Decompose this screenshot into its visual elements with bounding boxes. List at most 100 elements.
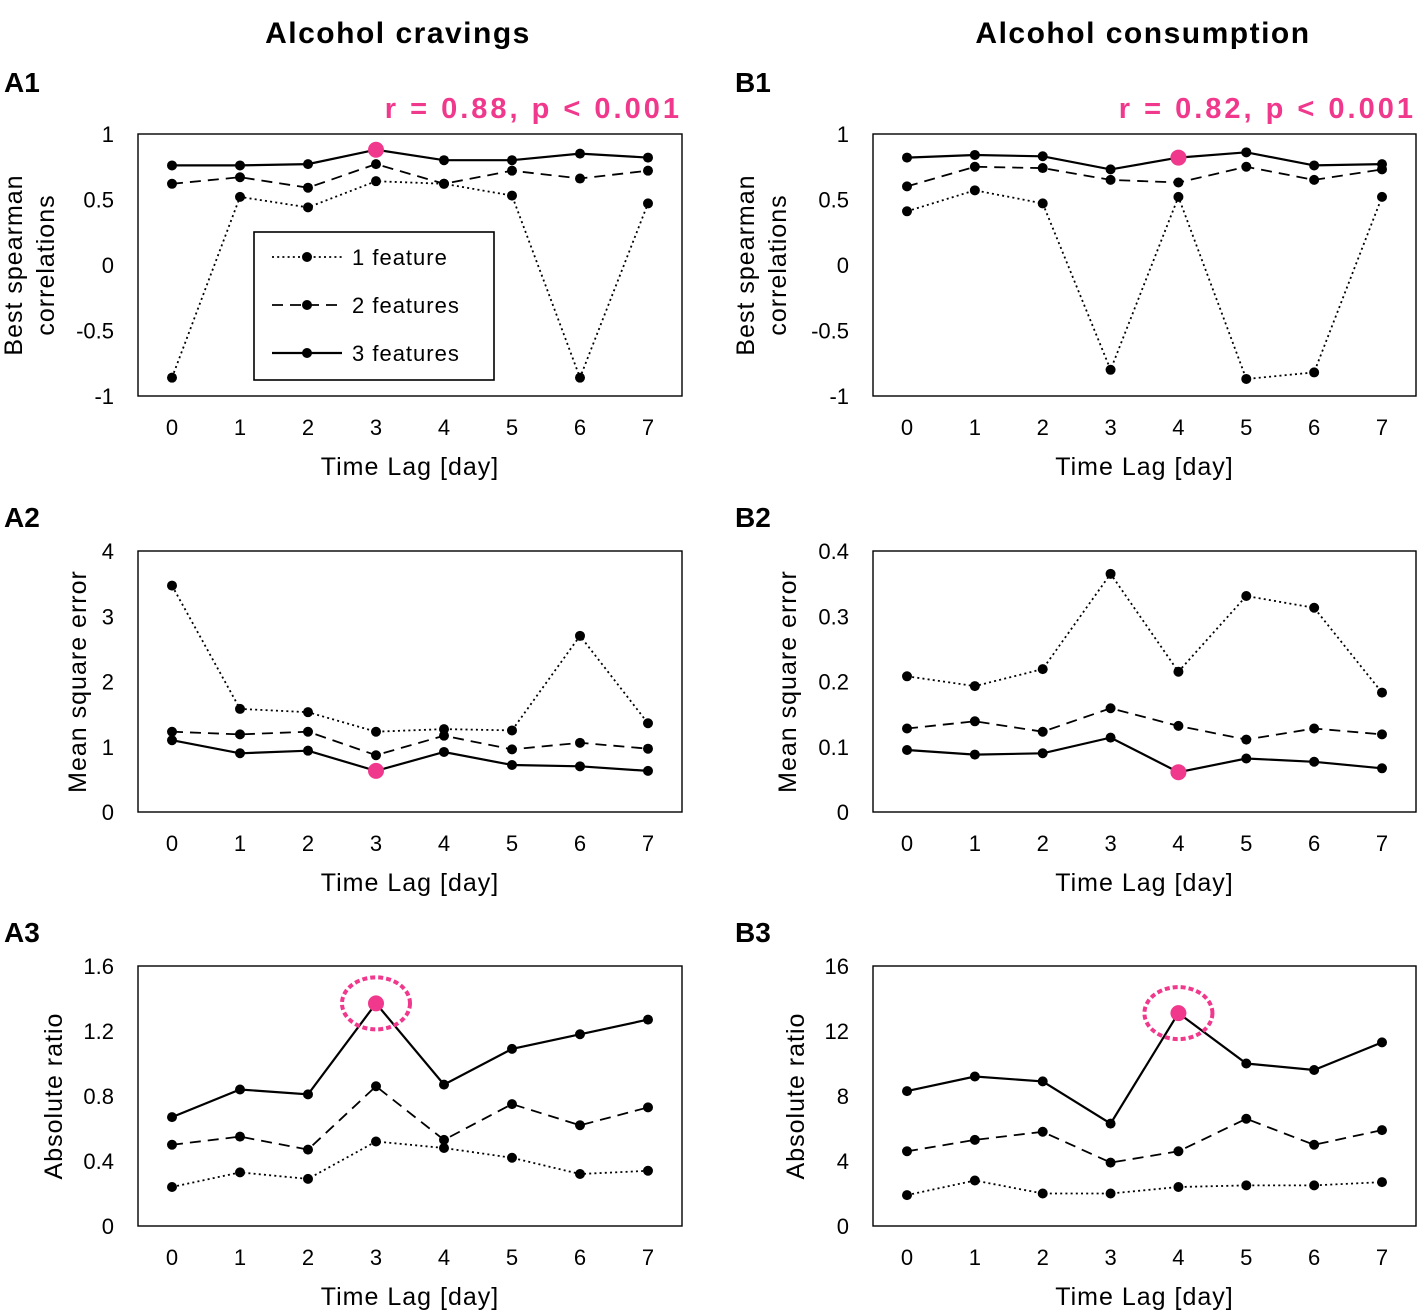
data-point xyxy=(439,1079,449,1090)
data-point xyxy=(969,1175,980,1186)
data-point xyxy=(1173,666,1184,677)
data-point xyxy=(575,173,585,184)
legend-label: 3 features xyxy=(352,341,460,366)
data-point xyxy=(902,206,912,217)
x-tick-label: 4 xyxy=(438,831,450,856)
data-point xyxy=(507,1099,517,1110)
y-tick-label: 1 xyxy=(837,122,849,147)
data-point xyxy=(1173,1182,1184,1192)
data-point xyxy=(167,1139,177,1150)
series-line-dotted xyxy=(171,1140,649,1188)
y-tick-label: 0.5 xyxy=(818,188,849,213)
data-point xyxy=(1105,568,1116,579)
series-line-solid xyxy=(171,739,649,773)
series-line-dotted xyxy=(906,572,1383,694)
x-tick-label: 3 xyxy=(370,831,382,856)
highlight-point xyxy=(1170,1005,1187,1022)
y-tick-label: 3 xyxy=(102,604,114,629)
data-point xyxy=(1037,1188,1048,1199)
data-point xyxy=(969,716,980,727)
y-tick-label: 0.4 xyxy=(818,539,849,564)
x-tick-label: 2 xyxy=(1037,831,1049,856)
x-tick-label: 1 xyxy=(234,1245,246,1270)
data-point xyxy=(235,1131,245,1142)
y-tick-label: 16 xyxy=(825,954,849,979)
data-point xyxy=(1037,163,1048,174)
data-point xyxy=(439,730,449,741)
x-tick-label: 4 xyxy=(1172,415,1184,440)
data-point xyxy=(1105,1118,1116,1129)
x-tick-label: 1 xyxy=(234,831,246,856)
data-point xyxy=(1037,198,1048,209)
y-tick-label: 0.5 xyxy=(83,188,114,213)
y-tick-label: 1.6 xyxy=(83,954,114,979)
x-tick-label: 1 xyxy=(234,415,246,440)
y-axis-label: Absolute ratio xyxy=(782,1013,810,1180)
x-tick-label: 6 xyxy=(574,831,586,856)
data-point xyxy=(575,148,585,159)
series-line-dashed xyxy=(906,1117,1383,1164)
data-point xyxy=(1105,164,1116,175)
data-point xyxy=(1309,1139,1320,1150)
stat-annotation: r = 0.88, p < 0.001 xyxy=(385,93,682,125)
data-point xyxy=(1105,732,1116,743)
data-point xyxy=(1173,1146,1184,1157)
data-point xyxy=(969,681,980,692)
data-point xyxy=(1309,602,1320,613)
panel-b2: B2 0.4 0.3 0.2 0.1 0 0 1 2 3 4 5 6 7 Time Lag [day] Mea… xyxy=(735,502,1417,897)
data-point xyxy=(1037,726,1048,737)
legend-label: 1 feature xyxy=(352,245,448,270)
data-point xyxy=(1377,763,1387,774)
series-line-dotted xyxy=(171,585,649,733)
x-tick-label: 7 xyxy=(1376,831,1388,856)
x-tick-label: 3 xyxy=(1104,1245,1116,1270)
data-point xyxy=(371,159,381,170)
data-point xyxy=(167,178,177,189)
x-tick-label: 1 xyxy=(969,1245,981,1270)
data-point xyxy=(1309,1180,1320,1191)
highlight-point xyxy=(368,995,384,1012)
data-point xyxy=(1037,664,1048,675)
data-point xyxy=(1105,1188,1116,1199)
x-tick-label: 1 xyxy=(969,415,981,440)
data-point xyxy=(969,1071,980,1082)
highlight-point xyxy=(1170,149,1187,166)
x-tick-label: 0 xyxy=(166,1245,178,1270)
series-line-dashed xyxy=(906,707,1383,741)
x-tick-label: 6 xyxy=(1308,831,1320,856)
plot-frame xyxy=(872,965,1417,1227)
x-tick-label: 3 xyxy=(370,1245,382,1270)
x-tick-label: 7 xyxy=(642,1245,654,1270)
data-point xyxy=(167,1182,177,1192)
y-tick-label: 0 xyxy=(837,800,849,825)
data-point xyxy=(575,1029,585,1040)
data-point xyxy=(1241,373,1252,384)
panel-b1: B1 1 0.5 0 -0.5 -1 0 1 2 3 4 5 6 7 Time Lag [day] Best … xyxy=(732,67,1417,481)
highlight-point xyxy=(368,762,384,779)
y-tick-label: 0.1 xyxy=(818,735,849,760)
data-point xyxy=(507,165,517,176)
y-tick-label: 0.8 xyxy=(83,1084,114,1109)
data-point xyxy=(507,725,517,736)
data-point xyxy=(643,165,653,176)
legend-marker xyxy=(302,300,312,310)
x-tick-label: 7 xyxy=(642,831,654,856)
data-point xyxy=(643,765,653,776)
data-point xyxy=(575,761,585,772)
x-tick-label: 5 xyxy=(1240,831,1252,856)
stat-annotation: r = 0.82, p < 0.001 xyxy=(1119,93,1416,125)
y-axis-label: correlations xyxy=(32,194,60,335)
data-point xyxy=(1241,753,1252,764)
data-point xyxy=(575,1120,585,1131)
legend-marker xyxy=(302,252,312,262)
series-line-dotted xyxy=(906,1179,1383,1196)
data-point xyxy=(235,748,245,759)
panel-a3: A3 1.6 1.2 0.8 0.4 0 0 1 2 3 4 5 6 7 Time Lag [day] Abs… xyxy=(4,917,683,1311)
y-tick-label: 2 xyxy=(102,670,114,695)
data-point xyxy=(439,178,449,189)
series-line-dashed xyxy=(906,165,1383,188)
data-point xyxy=(235,172,245,183)
x-tick-label: 2 xyxy=(1037,415,1049,440)
data-point xyxy=(303,1144,313,1155)
plot-frame xyxy=(137,550,683,813)
